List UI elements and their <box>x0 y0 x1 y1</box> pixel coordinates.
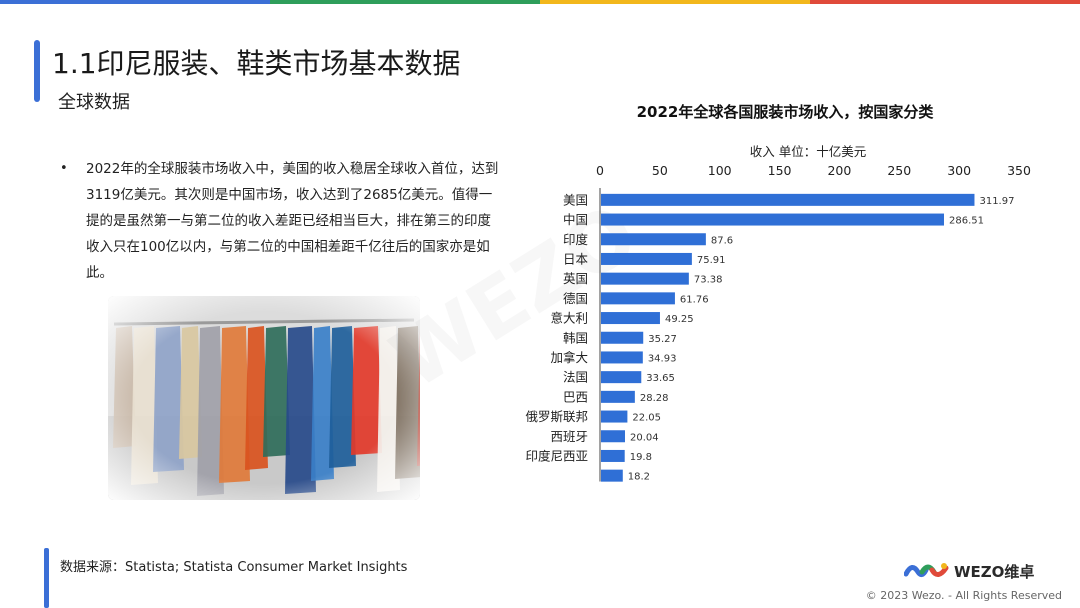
bar <box>601 390 635 403</box>
bar-value-label: 73.38 <box>694 275 723 286</box>
top-bar-segment <box>270 0 405 4</box>
top-bar-segment <box>810 0 945 4</box>
copyright: © 2023 Wezo. - All Rights Reserved <box>865 589 1062 602</box>
category-label: 西班牙 <box>550 429 588 444</box>
bar <box>601 193 975 206</box>
category-label: 巴西 <box>563 389 588 404</box>
logo-text: WEZO维卓 <box>954 562 1035 581</box>
x-tick-label: 150 <box>768 163 792 178</box>
title-accent-bar <box>34 40 40 102</box>
bar-value-label: 33.65 <box>646 373 675 384</box>
data-source: 数据来源：Statista; Statista Consumer Market … <box>60 560 408 575</box>
summary-paragraph: • 2022年的全球服装市场收入中，美国的收入稳居全球收入首位，达到3119亿美… <box>60 156 502 286</box>
category-label: 德国 <box>563 291 588 306</box>
bar <box>601 449 625 462</box>
bar-value-label: 311.97 <box>979 196 1014 207</box>
bar <box>601 410 628 423</box>
bar <box>601 351 643 364</box>
bar-value-label: 28.28 <box>640 393 669 404</box>
top-bar-segment <box>540 0 675 4</box>
bar <box>601 371 642 384</box>
wezo-logo: WEZO维卓 <box>904 560 1034 582</box>
category-label: 韩国 <box>563 330 588 345</box>
top-bar-segment <box>135 0 270 4</box>
top-bar-segment <box>0 0 135 4</box>
category-label: 美国 <box>563 192 588 207</box>
category-label: 日本 <box>563 251 589 266</box>
category-label: 印度 <box>563 232 589 247</box>
bar-value-label: 35.27 <box>648 334 677 345</box>
category-label: 法国 <box>563 370 588 385</box>
summary-text: 2022年的全球服装市场收入中，美国的收入稳居全球收入首位，达到3119亿美元。… <box>86 161 499 281</box>
x-tick-label: 50 <box>652 163 668 178</box>
x-tick-label: 250 <box>887 163 911 178</box>
bar-value-label: 34.93 <box>648 353 677 364</box>
bar-value-label: 22.05 <box>632 413 661 424</box>
bar <box>601 252 692 265</box>
bar-value-label: 49.25 <box>665 314 694 325</box>
bar <box>601 469 623 482</box>
clothing-rack-illustration <box>108 296 420 500</box>
bar-value-label: 20.04 <box>630 432 659 443</box>
clothing-rack-photo <box>108 296 420 500</box>
top-bar-segment <box>675 0 810 4</box>
x-tick-label: 0 <box>596 163 604 178</box>
bar <box>601 233 706 246</box>
bar-value-label: 75.91 <box>697 255 726 266</box>
bar <box>601 312 660 325</box>
category-label: 意大利 <box>550 311 588 326</box>
category-label: 英国 <box>563 271 588 286</box>
x-tick-label: 350 <box>1007 163 1031 178</box>
category-label: 加拿大 <box>550 350 588 365</box>
footer-accent-bar <box>44 548 49 608</box>
x-tick-label: 300 <box>947 163 971 178</box>
x-tick-label: 100 <box>708 163 732 178</box>
bullet-icon: • <box>60 161 68 176</box>
chart-title: 2022年全球各国服装市场收入，按国家分类 <box>636 103 934 121</box>
x-tick-label: 200 <box>827 163 851 178</box>
bar-value-label: 18.2 <box>628 472 650 483</box>
top-bar-segment <box>405 0 540 4</box>
bar <box>601 272 689 285</box>
category-label: 印度尼西亚 <box>525 448 588 463</box>
bar <box>601 331 644 344</box>
page-subtitle: 全球数据 <box>58 92 130 113</box>
category-label: 俄罗斯联邦 <box>525 409 588 424</box>
top-bar-segment <box>945 0 1080 4</box>
bar-value-label: 61.76 <box>680 294 709 305</box>
page-title: 1.1印尼服装、鞋类市场基本数据 <box>52 47 461 80</box>
bar-value-label: 286.51 <box>949 216 984 227</box>
bar <box>601 292 675 305</box>
bar-value-label: 87.6 <box>711 235 733 246</box>
wezo-logo-icon <box>904 563 949 578</box>
chart-axis-label: 收入 单位：十亿美元 <box>749 144 867 159</box>
bar <box>601 430 625 443</box>
bar <box>601 213 944 226</box>
category-label: 中国 <box>563 212 588 227</box>
bar-value-label: 19.8 <box>630 452 652 463</box>
top-color-bar <box>0 0 1080 4</box>
